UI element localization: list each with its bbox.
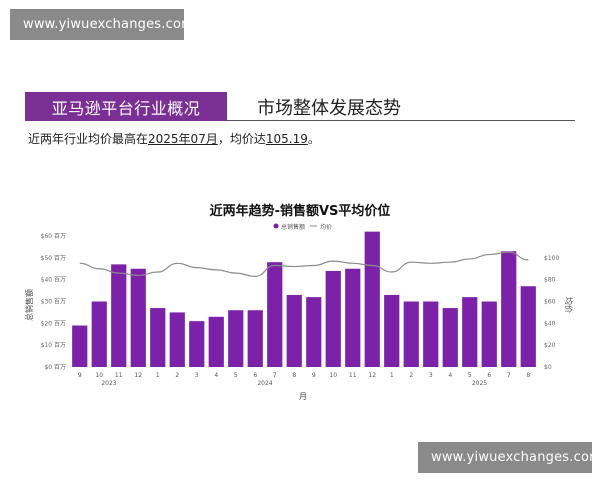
summary-month: 2025年07月 [148, 132, 218, 146]
bar [72, 325, 88, 367]
bar [286, 294, 302, 367]
y-axis-right-label: 均价 [564, 297, 574, 313]
summary-suffix: 。 [307, 132, 320, 146]
x-tick-label: 3 [195, 372, 199, 379]
watermark-top: www.yiwuexchanges.com [10, 9, 194, 40]
legend-bar-label: 总销售额 [281, 223, 305, 231]
x-tick-label: 7 [507, 372, 511, 379]
x-tick-label: 11 [115, 372, 123, 379]
bar [130, 268, 146, 367]
y-right-tick-label: $0 [544, 364, 552, 371]
x-tick-label: 8 [526, 372, 530, 379]
x-tick-label: 9 [78, 372, 82, 379]
x-tick-label: 4 [448, 372, 452, 379]
header-divider [227, 120, 575, 121]
x-year-label: 2025 [472, 380, 487, 387]
y-left-tick-label: $40 百万 [41, 277, 66, 284]
bar [111, 264, 127, 367]
bar [403, 301, 419, 367]
x-year-label: 2023 [101, 380, 116, 387]
x-tick-label: 2 [409, 372, 413, 379]
bar [364, 231, 380, 367]
x-year-label: 2024 [257, 380, 272, 387]
section-label: 亚马逊平台行业概况 [25, 92, 227, 121]
y-axis-left-label: 总销售额 [24, 289, 34, 321]
bar [169, 312, 185, 367]
bar [91, 301, 107, 367]
legend-line-label: 均价 [320, 223, 332, 231]
x-tick-label: 7 [273, 372, 277, 379]
bar [384, 294, 400, 367]
x-tick-label: 1 [156, 372, 160, 379]
bar [325, 270, 341, 367]
bar [462, 297, 478, 367]
y-left-tick-label: $50 百万 [41, 255, 66, 262]
y-right-tick-label: $40 [544, 320, 556, 327]
bar [247, 310, 263, 367]
x-tick-label: 3 [429, 372, 433, 379]
x-tick-label: 10 [329, 372, 337, 379]
y-left-tick-label: $30 百万 [41, 299, 66, 306]
y-right-tick-label: $100 [544, 255, 559, 262]
y-left-tick-label: $0 百万 [44, 364, 66, 371]
bar [501, 251, 517, 367]
bar [345, 268, 361, 367]
x-tick-label: 5 [234, 372, 238, 379]
y-left-tick-label: $20 百万 [41, 320, 66, 327]
sales-price-chart: 近两年趋势-销售额VS平均价位 总销售额 均价 总销售额 均价 月 $0 百万$… [24, 203, 574, 401]
bar [208, 316, 224, 367]
y-axis-right-ticks: $0 $20 $40 $60 $80 $100 [544, 255, 559, 371]
bar [267, 262, 283, 367]
x-tick-label: 6 [487, 372, 491, 379]
bar [150, 308, 166, 367]
y-axis-left-ticks: $0 百万 $10 百万 $20 百万 $30 百万 $40 百万 $50 百万 $60 百… [41, 233, 66, 371]
bar [189, 321, 205, 367]
x-tick-label: 1 [390, 372, 394, 379]
summary-text: 近两年行业均价最高在2025年07月，均价达105.19。 [28, 130, 320, 147]
bar [520, 286, 536, 367]
bar [423, 301, 439, 367]
y-right-tick-label: $20 [544, 342, 556, 349]
bar [306, 297, 322, 367]
section-title: 市场整体发展态势 [257, 97, 401, 119]
x-tick-label: 6 [253, 372, 257, 379]
x-axis-years: 2023 2024 2025 [101, 380, 487, 387]
line-series-path [79, 251, 529, 277]
x-tick-label: 5 [468, 372, 472, 379]
x-tick-label: 10 [95, 372, 103, 379]
x-tick-label: 12 [134, 372, 142, 379]
x-tick-label: 4 [214, 372, 218, 379]
x-tick-label: 11 [349, 372, 357, 379]
x-tick-label: 2 [175, 372, 179, 379]
y-left-tick-label: $60 百万 [41, 233, 66, 240]
summary-prefix: 近两年行业均价最高在 [28, 132, 149, 146]
y-left-tick-label: $10 百万 [41, 342, 66, 349]
section-header: 亚马逊平台行业概况 市场整体发展态势 [25, 92, 575, 121]
y-right-tick-label: $60 [544, 299, 556, 306]
chart-legend: 总销售额 均价 [273, 223, 332, 231]
x-tick-label: 12 [368, 372, 376, 379]
x-axis-ticks: 9 10 11 12 1 2 3 4 5 6 7 8 9 10 11 12 1 2 3 4 5 6 7 8 [78, 372, 531, 379]
bar [481, 301, 497, 367]
summary-mid: ，均价达 [217, 132, 266, 146]
x-tick-label: 9 [312, 372, 316, 379]
summary-value: 105.19 [265, 132, 308, 146]
line-series [79, 251, 529, 277]
legend-bar-marker [273, 223, 279, 229]
bar-series [72, 231, 536, 367]
chart-title: 近两年趋势-销售额VS平均价位 [210, 203, 391, 219]
x-axis-label: 月 [299, 392, 307, 401]
y-right-tick-label: $80 [544, 277, 556, 284]
bar [228, 310, 244, 367]
watermark-bottom: www.yiwuexchanges.com [418, 442, 600, 473]
bar [442, 308, 458, 367]
x-tick-label: 8 [292, 372, 296, 379]
